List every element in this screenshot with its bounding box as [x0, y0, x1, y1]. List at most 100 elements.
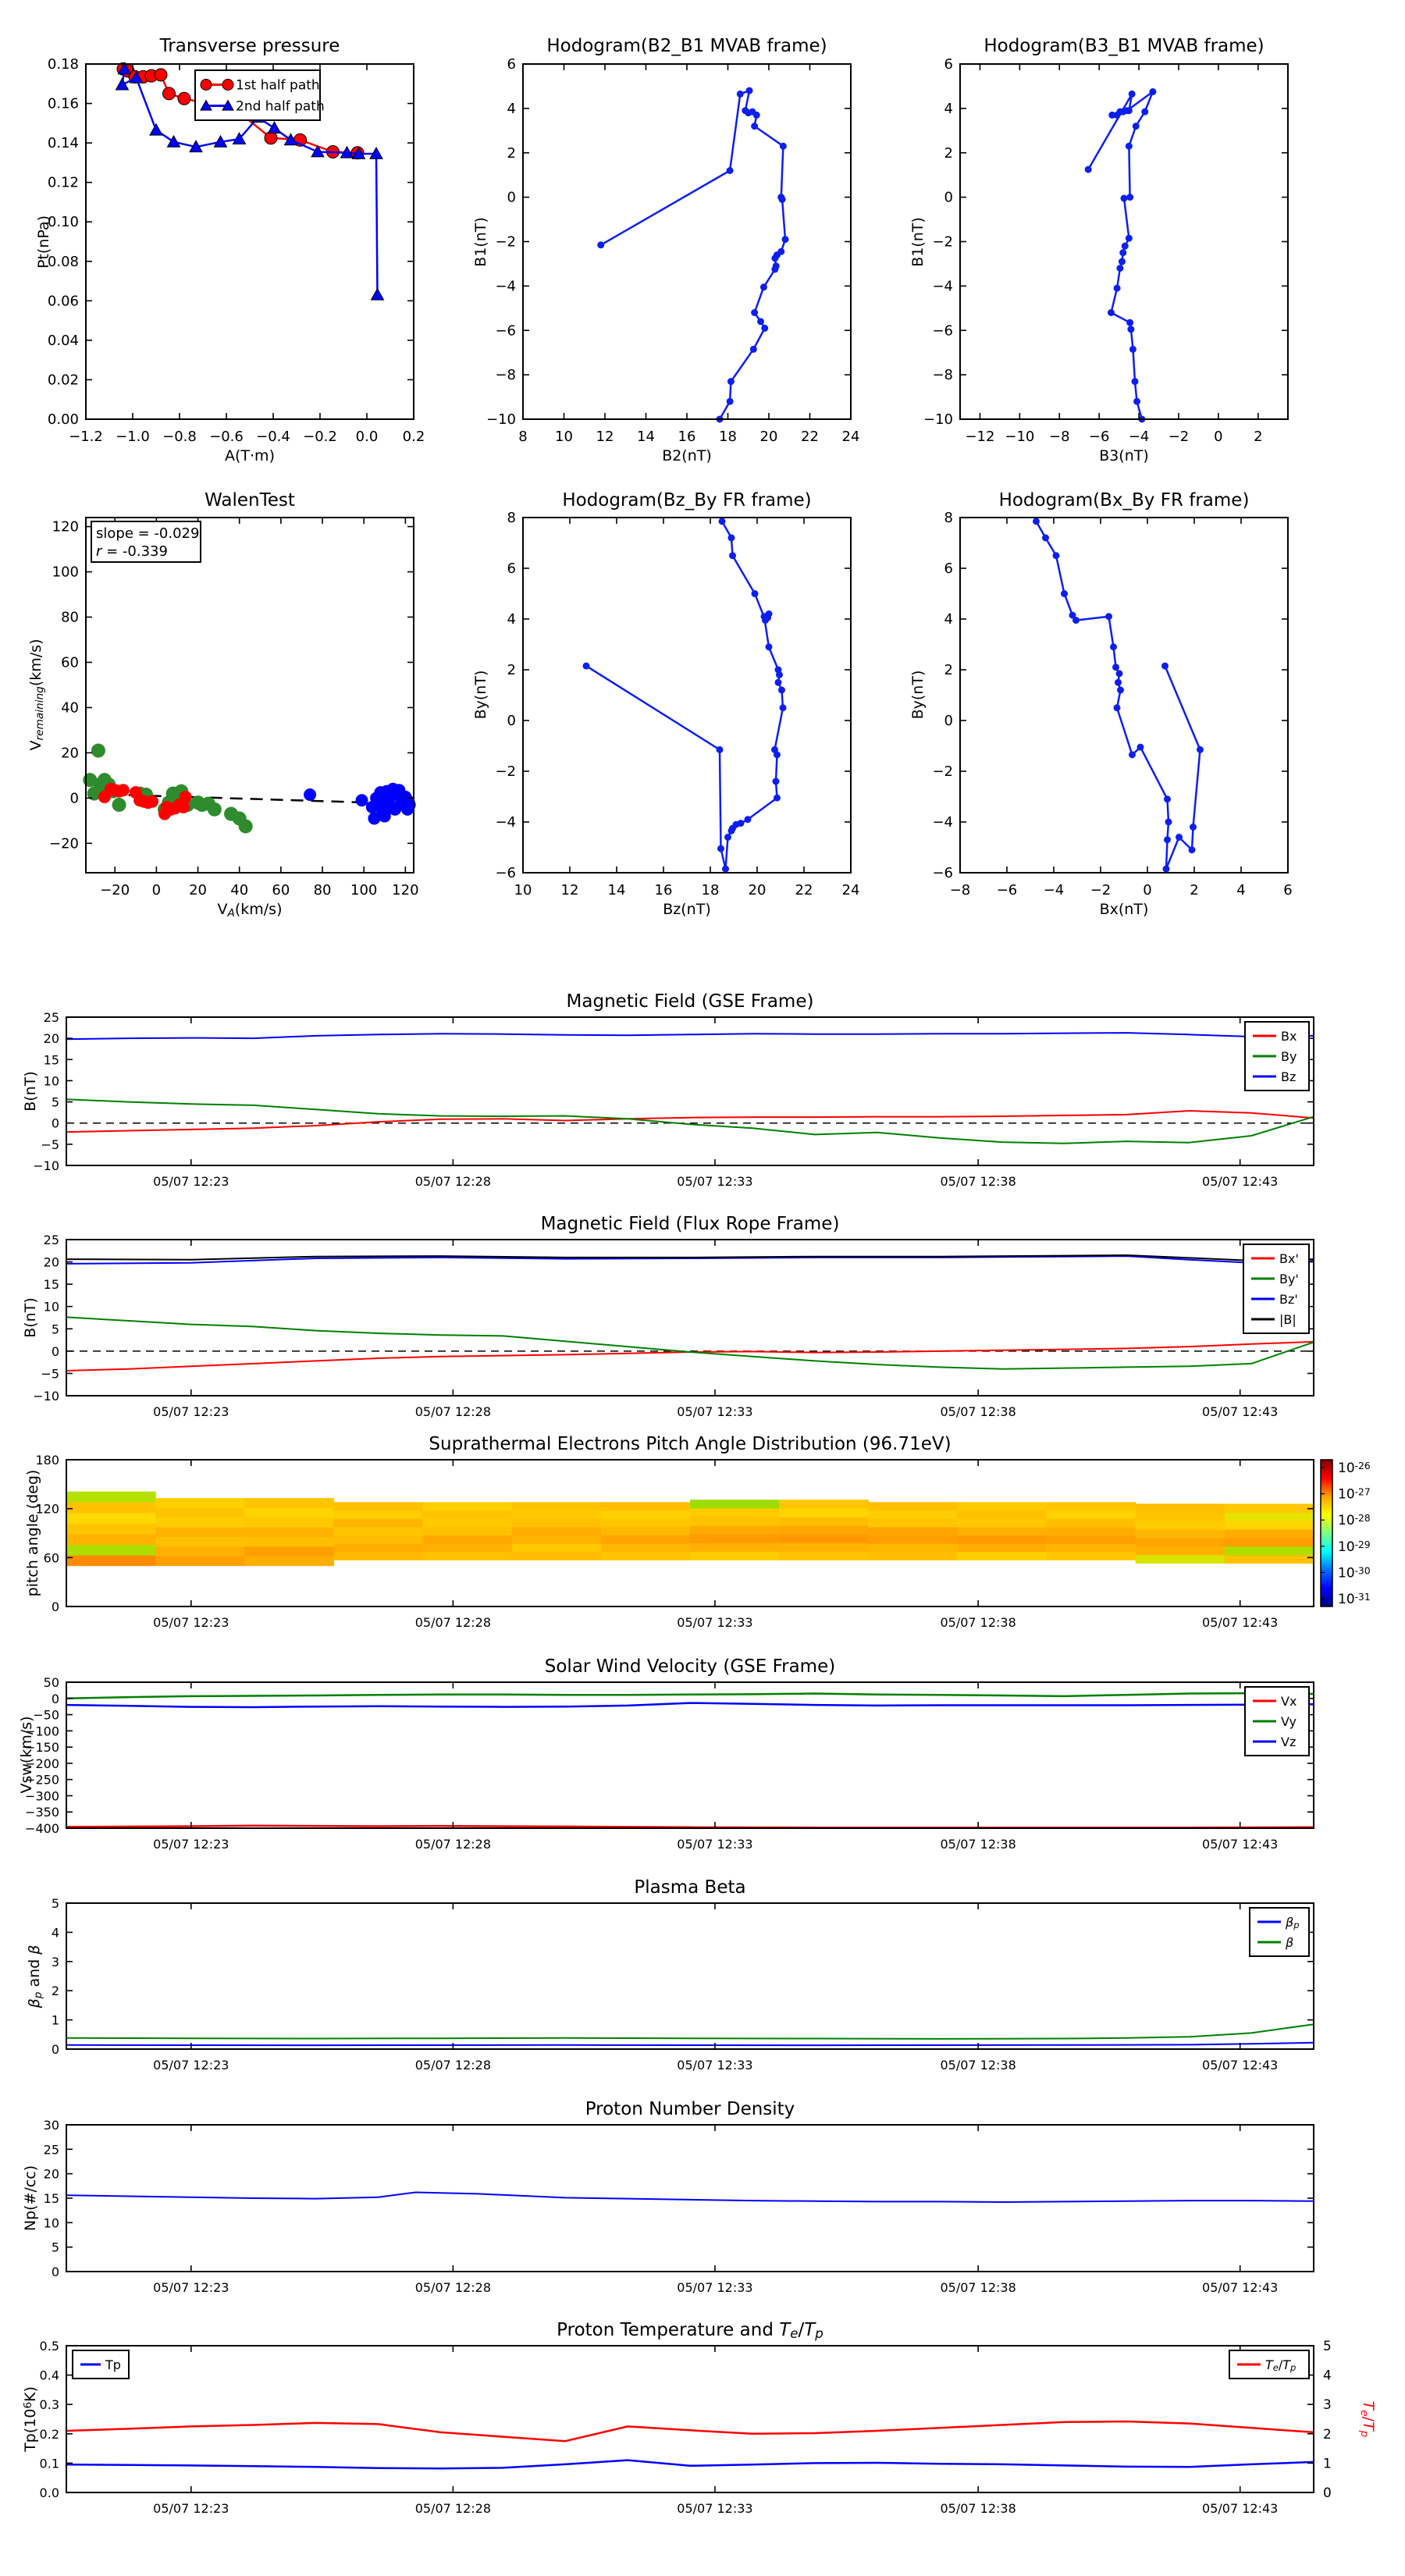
svg-text:−0.4: −0.4 — [256, 429, 290, 445]
svg-text:4: 4 — [507, 101, 516, 117]
svg-text:0: 0 — [52, 2265, 59, 2279]
svg-text:−2: −2 — [932, 234, 953, 251]
svg-text:20: 20 — [189, 882, 207, 898]
walen-test-xlabel: VA(km/s) — [218, 901, 283, 920]
hodogram-b3b1-xlabel: B3(nT) — [1099, 447, 1149, 464]
proton-number-density-plot: 05/07 12:23 05/07 12:28 05/07 12:33 05/07 1… — [44, 2118, 1314, 2295]
magnetic-field-gse-ylabel: B(nT) — [22, 1071, 39, 1112]
svg-text:05/07 12:38: 05/07 12:38 — [940, 2058, 1016, 2073]
svg-text:05/07 12:43: 05/07 12:43 — [1202, 2280, 1278, 2295]
svg-text:0.18: 0.18 — [48, 56, 79, 73]
svg-text:14: 14 — [608, 882, 626, 898]
svg-text:0: 0 — [152, 882, 161, 898]
svg-text:0: 0 — [52, 1116, 59, 1131]
svg-text:05/07 12:28: 05/07 12:28 — [415, 1174, 491, 1189]
hodogram-b2b1-xlabel: B2(nT) — [662, 447, 712, 464]
magnetic-field-fr-title: Magnetic Field (Flux Rope Frame) — [541, 1214, 840, 1234]
svg-text:10: 10 — [555, 429, 573, 445]
svg-text:−4: −4 — [1044, 882, 1065, 898]
svg-text:20: 20 — [760, 429, 778, 445]
svg-text:−6: −6 — [997, 882, 1018, 898]
svg-text:−4: −4 — [932, 814, 953, 831]
svg-text:−4: −4 — [495, 814, 516, 831]
svg-text:6: 6 — [1283, 882, 1292, 898]
svg-text:By': By' — [1279, 1272, 1299, 1286]
svg-text:−10: −10 — [486, 411, 516, 428]
svg-text:4: 4 — [944, 101, 953, 117]
svg-text:|B|: |B| — [1279, 1312, 1297, 1327]
svg-text:−10: −10 — [33, 1158, 59, 1173]
svg-text:−200: −200 — [25, 1756, 59, 1771]
svg-text:0: 0 — [944, 190, 953, 206]
walen-test-ylabel: Vremaining(km/s) — [27, 639, 46, 751]
svg-text:−2: −2 — [1168, 429, 1190, 445]
svg-text:β: β — [1285, 1935, 1293, 1950]
svg-text:−8: −8 — [932, 367, 953, 383]
svg-text:6: 6 — [507, 560, 516, 577]
svg-text:05/07 12:38: 05/07 12:38 — [940, 1837, 1016, 1852]
svg-text:80: 80 — [314, 882, 332, 898]
svg-text:0: 0 — [52, 1599, 59, 1614]
svg-text:0: 0 — [70, 790, 79, 806]
svg-text:Bx': Bx' — [1279, 1251, 1299, 1266]
proton-number-density-ylabel: Np(#/cc) — [22, 2165, 39, 2231]
svg-text:−4: −4 — [1129, 429, 1150, 445]
svg-text:50: 50 — [44, 1675, 59, 1690]
svg-text:0: 0 — [52, 1344, 59, 1359]
svg-text:0.4: 0.4 — [40, 2368, 59, 2383]
svg-text:180: 180 — [35, 1453, 59, 1468]
transverse-pressure-plot: −1.2 −1.0 −0.8 −0.6 −0.4 −0.2 0.0 0.2 0.00 0.02 0.… — [48, 56, 425, 445]
svg-text:05/07 12:43: 05/07 12:43 — [1202, 2501, 1278, 2516]
svg-text:25: 25 — [44, 2142, 59, 2157]
svg-text:−2: −2 — [495, 763, 516, 780]
svg-text:−6: −6 — [1089, 429, 1110, 445]
svg-text:10: 10 — [44, 1073, 59, 1088]
svg-text:8: 8 — [518, 429, 527, 445]
svg-text:−8: −8 — [1049, 429, 1070, 445]
svg-text:05/07 12:23: 05/07 12:23 — [153, 2058, 229, 2073]
svg-text:8: 8 — [944, 510, 953, 526]
svg-text:0.06: 0.06 — [48, 293, 79, 309]
svg-text:05/07 12:38: 05/07 12:38 — [940, 2501, 1016, 2516]
svg-text:−6: −6 — [932, 322, 953, 339]
svg-text:2: 2 — [507, 662, 516, 678]
svg-text:0.3: 0.3 — [40, 2397, 59, 2412]
svg-text:0.2: 0.2 — [403, 429, 425, 445]
hodogram-bxby-title: Hodogram(Bx_By FR frame) — [999, 490, 1250, 511]
svg-text:Bx: Bx — [1281, 1029, 1297, 1044]
svg-text:0: 0 — [507, 190, 516, 206]
svg-text:10-30: 10-30 — [1338, 1565, 1371, 1581]
svg-text:βp: βp — [1285, 1915, 1300, 1930]
svg-text:2: 2 — [944, 662, 953, 678]
svg-text:−150: −150 — [25, 1740, 59, 1755]
svg-text:2: 2 — [1323, 2427, 1332, 2443]
svg-text:24: 24 — [842, 882, 860, 898]
svg-text:10: 10 — [44, 2215, 59, 2230]
svg-text:1: 1 — [52, 2013, 59, 2028]
svg-text:−10: −10 — [33, 1389, 59, 1404]
svg-text:05/07 12:23: 05/07 12:23 — [153, 1404, 229, 1419]
svg-text:slope = -0.029: slope = -0.029 — [96, 525, 199, 542]
svg-text:0.2: 0.2 — [40, 2427, 59, 2442]
svg-text:6: 6 — [944, 56, 953, 73]
svg-text:05/07 12:33: 05/07 12:33 — [677, 1404, 752, 1419]
svg-text:2: 2 — [507, 145, 516, 162]
svg-text:10-31: 10-31 — [1338, 1592, 1371, 1607]
magnetic-field-gse-plot: 05/07 12:23 05/07 12:28 05/07 12:33 05/07 1… — [33, 1010, 1314, 1189]
svg-text:0: 0 — [507, 713, 516, 729]
svg-text:0.14: 0.14 — [48, 135, 79, 151]
svg-text:22: 22 — [801, 429, 819, 445]
svg-text:0.1: 0.1 — [40, 2456, 59, 2471]
svg-text:05/07 12:33: 05/07 12:33 — [677, 1615, 752, 1630]
walen-test-plot: −20 0 20 40 60 80 100 120 −20 0 20 40 60 80 100 120 slop… — [49, 517, 419, 898]
svg-text:10: 10 — [514, 882, 532, 898]
svg-text:05/07 12:33: 05/07 12:33 — [677, 1174, 752, 1189]
svg-text:Vx: Vx — [1281, 1694, 1297, 1709]
hodogram-bxby-ylabel: By(nT) — [909, 671, 927, 720]
panel-walen-test: −20 0 20 40 60 80 100 120 −20 0 20 40 60 80 100 120 slop… — [27, 490, 419, 920]
panel-proton-temperature: 05/07 12:23 05/07 12:28 05/07 12:33 05/07 1… — [22, 2320, 1377, 2516]
svg-text:0.00: 0.00 — [48, 411, 79, 428]
